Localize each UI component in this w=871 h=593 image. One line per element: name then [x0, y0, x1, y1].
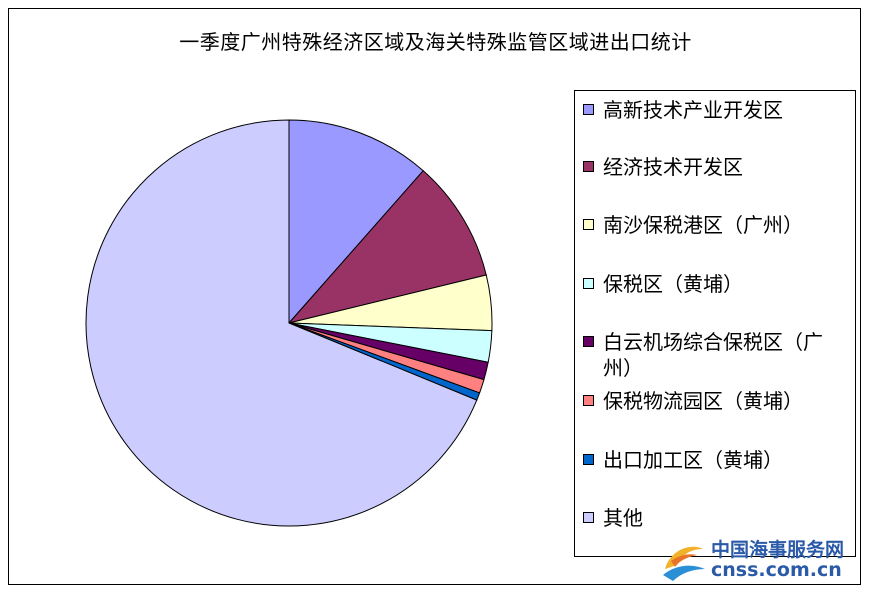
- pie-slice: [287, 170, 487, 324]
- legend-swatch: [583, 219, 594, 230]
- pie-slices: [85, 119, 493, 527]
- legend-label: 保税区（黄埔）: [603, 272, 743, 296]
- site-watermark: 中国海事服务网 cnss.com.cn: [661, 535, 861, 585]
- legend-label: 保税物流园区（黄埔）: [603, 389, 803, 413]
- legend-swatch: [583, 395, 594, 406]
- legend-item: 其他: [583, 505, 845, 531]
- legend-item: 高新技术产业开发区: [583, 97, 845, 123]
- legend-swatch: [583, 512, 594, 523]
- legend-swatch: [583, 454, 594, 465]
- chart-legend: 高新技术产业开发区 经济技术开发区 南沙保税港区（广州） 保税区（黄埔） 白云机…: [574, 90, 856, 557]
- watermark-site-domain: cnss.com.cn: [711, 559, 842, 581]
- pie-slice: [85, 119, 478, 527]
- legend-swatch: [583, 104, 594, 115]
- legend-label: 其他: [603, 506, 643, 530]
- wave-logo-icon: [663, 546, 705, 581]
- legend-swatch: [583, 336, 594, 347]
- pie-slice: [288, 119, 424, 325]
- legend-label: 经济技术开发区: [603, 155, 743, 179]
- legend-item: 保税物流园区（黄埔）: [583, 388, 845, 414]
- legend-swatch: [583, 161, 594, 172]
- legend-swatch: [583, 278, 594, 289]
- legend-item: 白云机场综合保税区（广州）: [583, 329, 845, 381]
- legend-item: 出口加工区（黄埔）: [583, 447, 845, 473]
- legend-label: 白云机场综合保税区（广州）: [603, 330, 823, 380]
- legend-label: 出口加工区（黄埔）: [603, 448, 783, 472]
- legend-label: 南沙保税港区（广州）: [603, 213, 803, 237]
- legend-item: 经济技术开发区: [583, 154, 845, 180]
- chart-title: 一季度广州特殊经济区域及海关特殊监管区域进出口统计: [179, 30, 692, 54]
- legend-label: 高新技术产业开发区: [603, 98, 783, 122]
- legend-item: 南沙保税港区（广州）: [583, 212, 845, 238]
- watermark-site-name: 中国海事服务网: [711, 539, 845, 561]
- legend-item: 保税区（黄埔）: [583, 271, 845, 297]
